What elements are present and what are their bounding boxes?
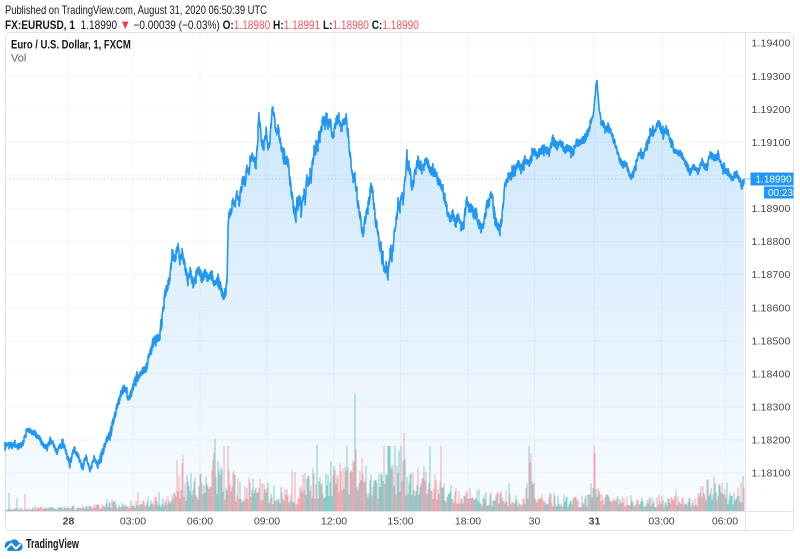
svg-text:00:23: 00:23 — [768, 188, 793, 199]
svg-text:1.18200: 1.18200 — [752, 435, 791, 447]
svg-text:1.18300: 1.18300 — [752, 402, 791, 414]
svg-text:30: 30 — [529, 516, 541, 528]
svg-text:1.18900: 1.18900 — [752, 203, 791, 215]
svg-text:Euro / U.S. Dollar, 1, FXCM: Euro / U.S. Dollar, 1, FXCM — [11, 39, 131, 52]
svg-text:Vol: Vol — [11, 53, 26, 65]
svg-text:1.18800: 1.18800 — [752, 236, 791, 248]
svg-text:03:00: 03:00 — [648, 516, 674, 528]
svg-text:18:00: 18:00 — [455, 516, 481, 528]
svg-text:1.18990: 1.18990 — [756, 174, 793, 185]
svg-text:03:00: 03:00 — [120, 516, 146, 528]
svg-text:09:00: 09:00 — [254, 516, 280, 528]
svg-text:28: 28 — [63, 516, 75, 528]
svg-text:1.18500: 1.18500 — [752, 335, 791, 347]
svg-text:15:00: 15:00 — [387, 516, 413, 528]
svg-text:1.18600: 1.18600 — [752, 302, 791, 314]
svg-text:1.19100: 1.19100 — [752, 137, 791, 149]
svg-text:1.19300: 1.19300 — [752, 71, 791, 83]
svg-text:1.19400: 1.19400 — [752, 38, 791, 50]
svg-text:12:00: 12:00 — [321, 516, 347, 528]
svg-text:1.18400: 1.18400 — [752, 369, 791, 381]
svg-text:06:00: 06:00 — [712, 516, 738, 528]
svg-text:06:00: 06:00 — [187, 516, 213, 528]
svg-text:1.18700: 1.18700 — [752, 269, 791, 281]
svg-text:31: 31 — [589, 516, 601, 528]
svg-text:1.18100: 1.18100 — [752, 468, 791, 480]
svg-text:1.19200: 1.19200 — [752, 104, 791, 116]
